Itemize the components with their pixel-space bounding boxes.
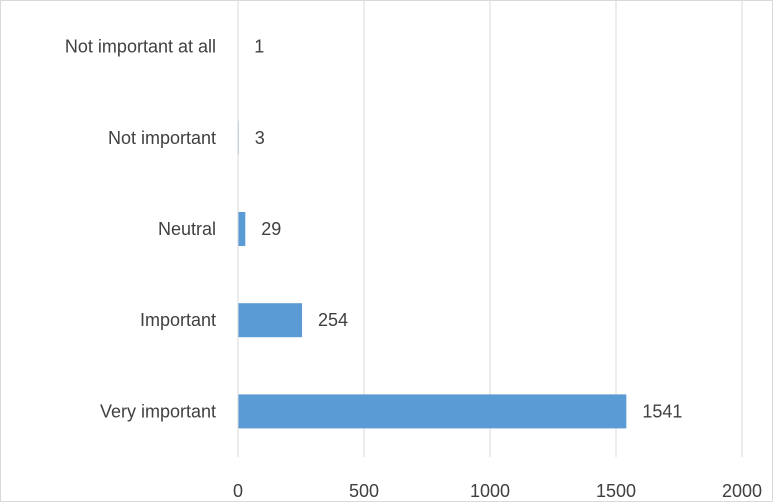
- category-label: Very important: [100, 401, 216, 421]
- x-tick-label: 0: [233, 481, 243, 501]
- x-tick-label: 500: [349, 481, 379, 501]
- bar: [238, 212, 245, 246]
- gridlines: [364, 1, 742, 457]
- x-tick-label: 1000: [470, 481, 510, 501]
- bar: [238, 303, 302, 337]
- labels: 0 500 1000 1500 2000 Very important 1541 Import…: [65, 37, 762, 501]
- bar: [238, 394, 626, 428]
- bars: [238, 30, 626, 429]
- data-label: 3: [255, 128, 265, 148]
- category-label: Neutral: [158, 219, 216, 239]
- data-label: 254: [318, 310, 348, 330]
- data-label: 1: [254, 37, 264, 57]
- category-label: Not important: [108, 128, 216, 148]
- category-label: Important: [140, 310, 216, 330]
- x-tick-label: 1500: [596, 481, 636, 501]
- x-tick-label: 2000: [722, 481, 762, 501]
- data-label: 29: [261, 219, 281, 239]
- category-label: Not important at all: [65, 37, 216, 57]
- data-label: 1541: [642, 401, 682, 421]
